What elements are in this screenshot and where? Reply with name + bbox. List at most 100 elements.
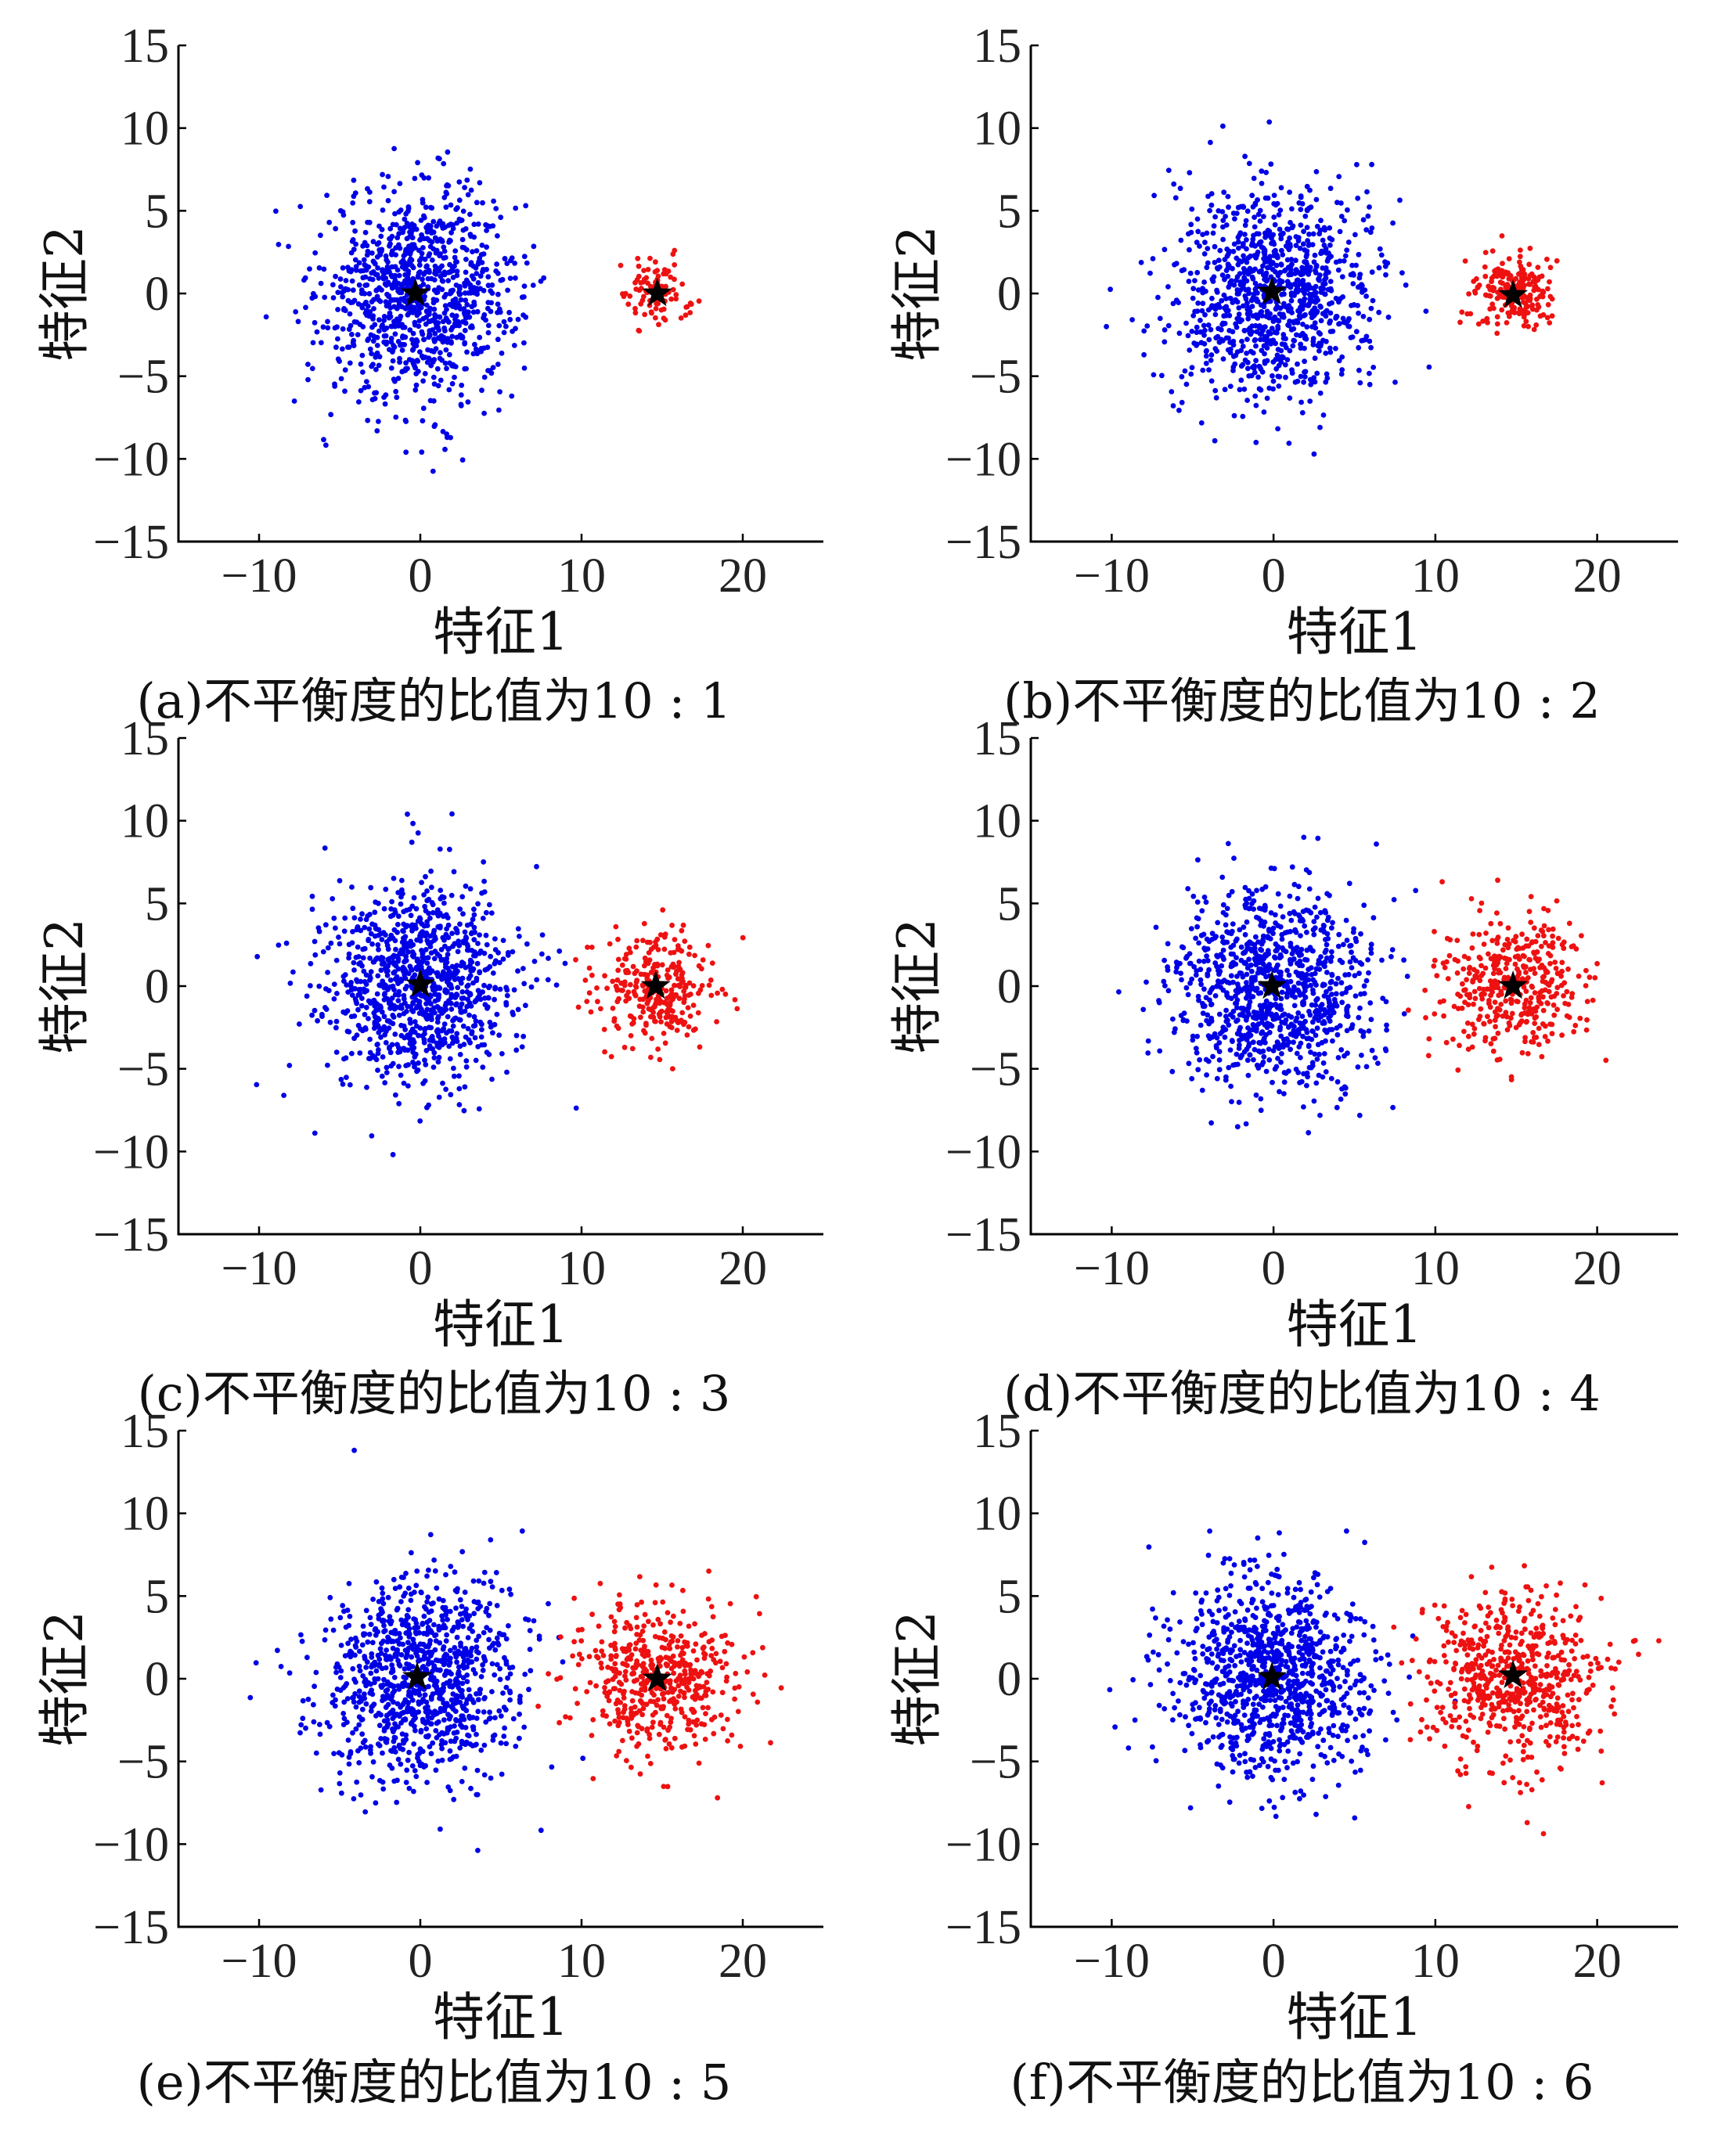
data-point-class1 [442,360,448,366]
data-point-class1 [1270,925,1277,931]
data-point-class1 [374,350,380,356]
data-point-class1 [393,963,399,969]
data-point-class1 [495,950,501,956]
data-point-class1 [424,960,430,966]
data-point-class1 [1255,374,1261,380]
data-point-class1 [427,223,434,229]
data-point-class1 [1291,987,1297,993]
data-point-class1 [1309,315,1315,321]
data-point-class1 [428,227,434,233]
data-point-class1 [1302,369,1307,375]
data-point-class1 [448,229,454,236]
data-point-class1 [485,300,492,305]
data-point-class1 [461,306,467,311]
data-point-class2 [1482,250,1489,255]
data-point-class1 [430,1064,437,1070]
data-point-class1 [1314,309,1320,315]
data-point-class1 [1384,1027,1389,1033]
data-point-class2 [661,267,668,272]
data-point-class1 [381,184,387,190]
data-point-class1 [492,936,498,941]
data-point-class2 [648,1054,654,1060]
data-point-class2 [686,944,693,950]
data-point-class1 [1214,952,1219,959]
data-point-class1 [371,260,377,265]
data-point-class1 [573,1105,579,1111]
data-point-class1 [1194,915,1200,921]
data-point-class1 [376,932,382,938]
data-point-class1 [449,1040,456,1046]
data-point-class1 [474,308,481,315]
data-point-class1 [1301,379,1306,385]
data-point-class1 [394,394,400,401]
data-point-class1 [1253,402,1259,409]
data-point-class1 [1206,938,1212,945]
data-point-class2 [1498,988,1504,995]
data-point-class1 [456,942,463,949]
data-point-class1 [434,970,441,976]
data-point-class1 [453,992,459,997]
data-point-class2 [734,1006,740,1012]
data-point-class1 [1307,376,1313,383]
data-point-class1 [364,1085,369,1090]
data-point-class1 [398,976,405,982]
data-point-class1 [1365,957,1370,963]
data-point-class1 [437,953,442,959]
data-point-class1 [426,1102,431,1108]
data-point-class1 [1309,1019,1316,1025]
data-point-class1 [1199,308,1205,314]
data-point-class1 [1253,934,1259,940]
data-point-class1 [473,1018,479,1024]
data-point-class1 [409,903,416,909]
data-point-class1 [356,282,362,288]
data-point-class1 [408,943,414,949]
data-point-class1 [374,334,380,340]
data-point-class1 [1198,317,1203,323]
data-point-class1 [1298,1040,1304,1046]
data-point-class1 [1280,914,1286,920]
data-point-class1 [1226,248,1233,254]
data-point-class1 [1368,344,1374,351]
data-point-class1 [263,314,269,320]
data-point-class2 [610,1006,616,1011]
data-point-class1 [391,876,397,881]
data-point-class1 [1237,1055,1244,1060]
data-point-class1 [363,1004,369,1010]
data-point-class1 [1343,917,1349,923]
data-point-class1 [1229,888,1235,895]
data-point-class1 [404,984,410,989]
data-point-class1 [454,963,460,969]
data-point-class1 [1228,931,1234,937]
data-point-class1 [417,933,423,939]
data-point-class2 [649,1035,655,1042]
data-point-class2 [1569,995,1575,1000]
data-point-class1 [1250,268,1256,274]
data-point-class1 [496,322,502,329]
data-point-class1 [388,365,394,371]
data-point-class2 [1465,1046,1471,1052]
data-point-class1 [366,219,373,225]
data-point-class1 [1212,437,1218,444]
data-point-class1 [383,1039,389,1046]
data-point-class1 [1212,346,1219,351]
data-point-class1 [1258,366,1264,372]
data-point-class1 [1359,337,1365,344]
data-point-class1 [1275,962,1280,968]
data-point-class2 [1528,995,1534,1001]
data-point-class1 [1369,161,1374,167]
data-point-class1 [312,938,318,945]
data-point-class2 [661,315,667,322]
data-point-class1 [1234,936,1240,942]
data-point-class2 [668,274,674,280]
data-point-class1 [1279,936,1285,942]
data-point-class1 [1246,895,1252,902]
data-point-class1 [1252,214,1257,220]
data-point-class1 [341,978,347,984]
data-point-class1 [1234,315,1241,322]
data-point-class1 [1292,994,1298,1000]
data-point-class1 [1294,1050,1300,1057]
data-point-class1 [438,957,445,963]
y-tick-label: −5 [117,1043,169,1096]
data-point-class2 [1536,1042,1542,1047]
data-point-class1 [405,1033,410,1039]
